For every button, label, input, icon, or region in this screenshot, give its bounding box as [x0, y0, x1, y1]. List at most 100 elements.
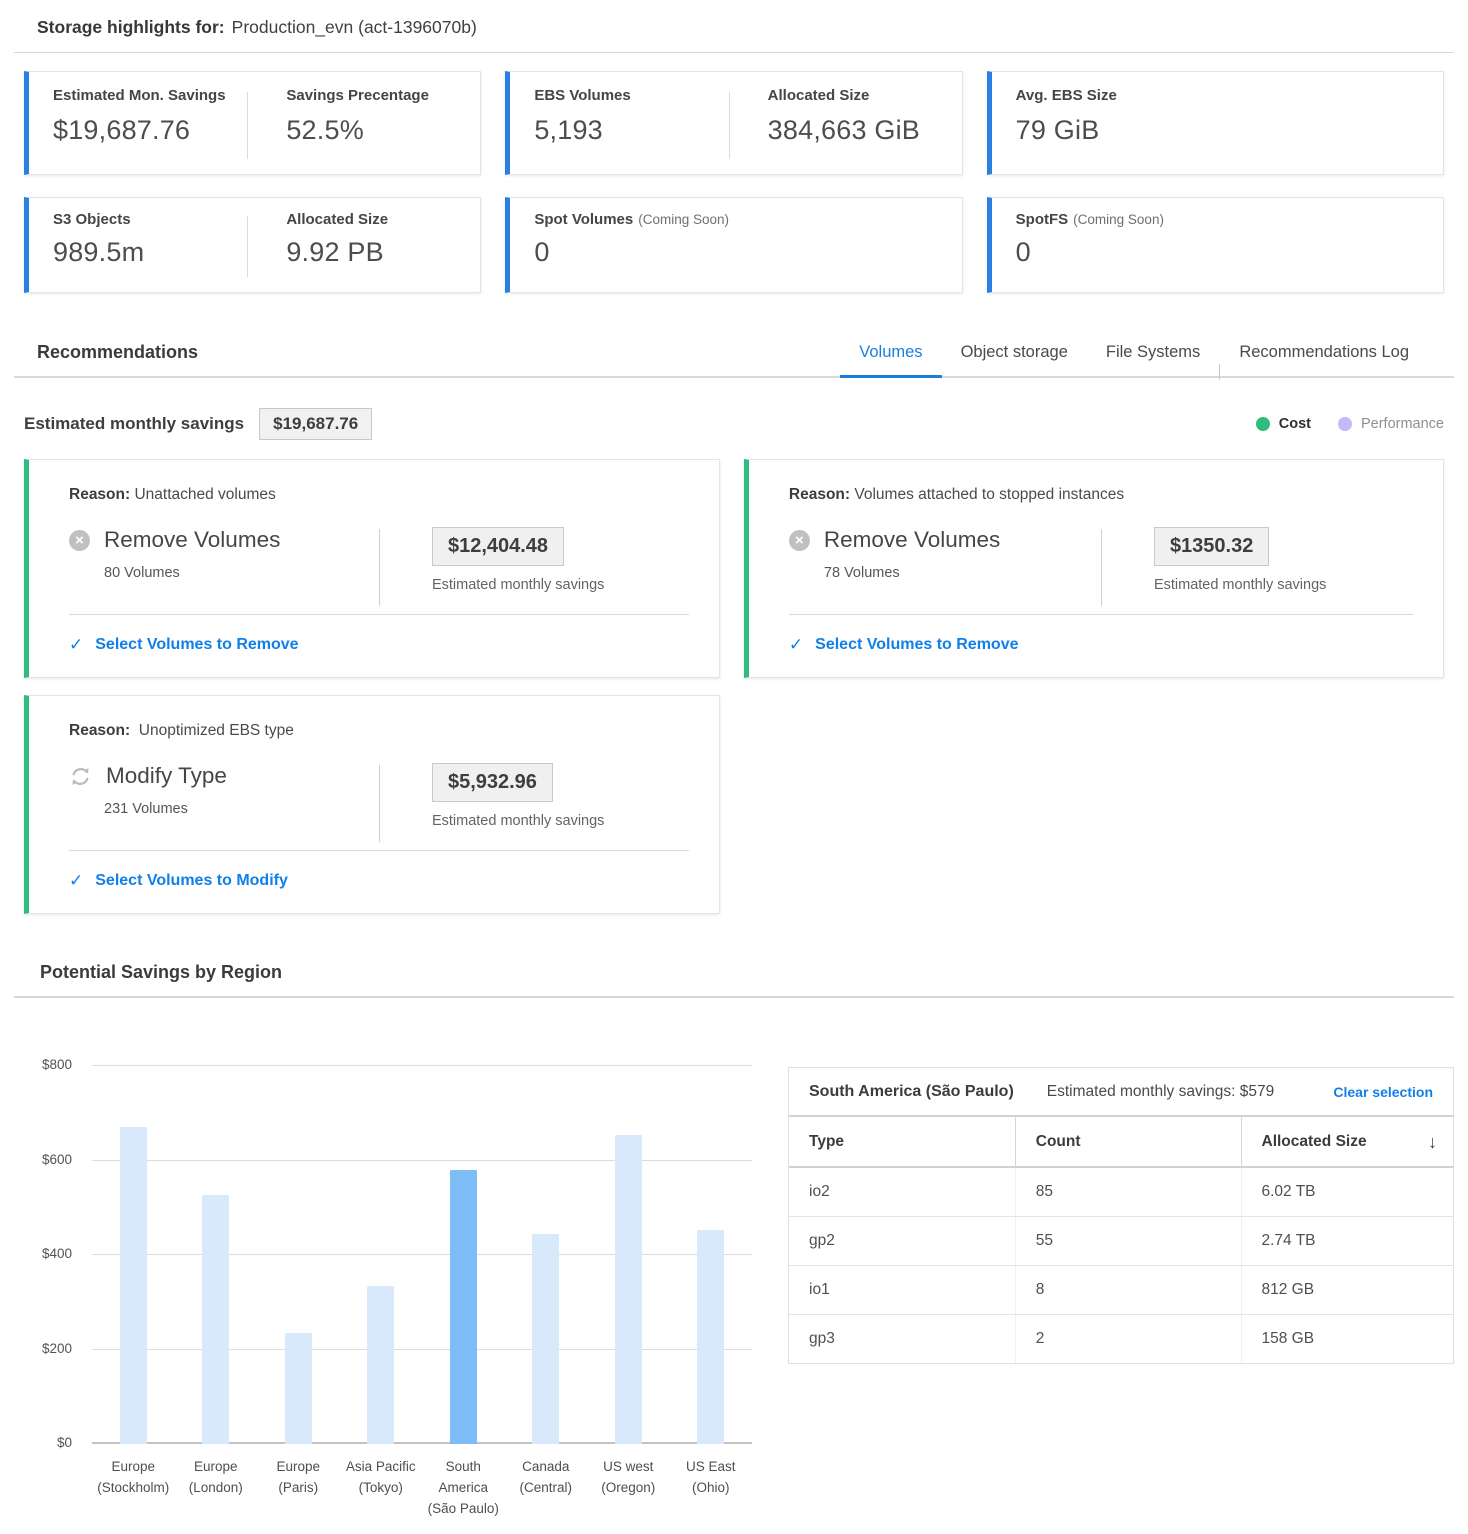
divider — [728, 92, 730, 159]
select-volumes-to-modify-link[interactable]: ✓ Select Volumes to Modify — [69, 871, 288, 890]
recommendation-card-stopped-instances: Reason: Volumes attached to stopped inst… — [743, 459, 1444, 678]
metric-label: Allocated Size — [767, 87, 870, 104]
metric: S3 Objects 989.5m — [53, 211, 247, 280]
highlight-cards: Estimated Mon. Savings $19,687.76 Saving… — [24, 71, 1444, 293]
clear-selection-link[interactable]: Clear selection — [1333, 1084, 1433, 1100]
action-title: Modify Type — [69, 763, 379, 789]
tab-divider — [1219, 364, 1221, 380]
recommendation-body: × Remove Volumes 78 Volumes $1350.32 Est… — [788, 527, 1413, 614]
region-bar[interactable] — [532, 1234, 560, 1444]
chart-x-axis: Europe (Stockholm) Europe (London) Europe (Pa… — [92, 1457, 752, 1520]
cell-allocated-size: 812 GB — [1240, 1266, 1453, 1314]
card-spot-volumes: Spot Volumes (Coming Soon) 0 — [505, 197, 963, 293]
volume-count: 78 Volumes — [823, 565, 900, 581]
metric-value: 0 — [1015, 237, 1031, 267]
cell-allocated-size: 2.74 TB — [1240, 1217, 1453, 1265]
action-title: × Remove Volumes — [69, 527, 379, 553]
cell-allocated-size: 158 GB — [1240, 1315, 1453, 1363]
region-section-body: Europe (Stockholm) Europe (London) Europe (Pa… — [14, 998, 1454, 1520]
cell-count: 2 — [1014, 1315, 1241, 1363]
tab-object-storage[interactable]: Object storage — [960, 343, 1068, 361]
region-bar[interactable] — [367, 1286, 395, 1444]
region-section-header: Potential Savings by Region — [14, 962, 1454, 998]
recommendation-card-unoptimized-type: Reason: Unoptimized EBS type Modify Type — [24, 695, 720, 914]
savings-amount-badge: $12,404.48 — [431, 527, 565, 566]
region-bar[interactable] — [119, 1127, 147, 1444]
divider — [69, 614, 689, 615]
remove-circle-icon: × — [788, 529, 810, 551]
metric-label: SpotFS (Coming Soon) — [1015, 211, 1164, 228]
column-header-type[interactable]: Type — [809, 1133, 845, 1150]
divider — [69, 850, 689, 851]
card-spotfs: SpotFS (Coming Soon) 0 — [986, 197, 1444, 293]
select-volumes-to-remove-link[interactable]: ✓ Select Volumes to Remove — [788, 635, 1019, 654]
column-header-allocated-size[interactable]: Allocated Size ↓ — [1240, 1117, 1453, 1166]
recommendations-title: Recommendations — [37, 342, 199, 362]
tab-file-systems[interactable]: File Systems — [1105, 343, 1201, 361]
x-axis-label: Europe (Stockholm) — [97, 1459, 170, 1495]
cost-legend-dot — [1255, 417, 1270, 431]
y-axis-tick: $0 — [56, 1435, 72, 1450]
cell-type: io1 — [809, 1281, 830, 1298]
region-bar[interactable] — [614, 1135, 642, 1444]
bar-slot — [92, 1127, 175, 1444]
divider — [378, 765, 380, 842]
metric-value: 79 GiB — [1015, 115, 1100, 145]
recommendation-body: Modify Type 231 Volumes $5,932.96 Estima… — [69, 763, 689, 850]
metric: Estimated Mon. Savings $19,687.76 — [53, 87, 247, 162]
table-row: gp3 2 158 GB — [789, 1315, 1453, 1363]
metric-label: Estimated Mon. Savings — [53, 87, 226, 104]
gridline — [92, 1159, 752, 1161]
savings-value-badge: $19,687.76 — [259, 408, 373, 440]
metric: Spot Volumes (Coming Soon) 0 — [534, 211, 939, 280]
table-column-headers: Type Count Allocated Size ↓ — [789, 1117, 1453, 1168]
divider — [247, 92, 249, 159]
recommendations-header: Recommendations Volumes Object storage F… — [14, 342, 1454, 380]
x-axis-label: South America (São Paulo) — [427, 1459, 499, 1516]
metric-label: Spot Volumes (Coming Soon) — [534, 211, 730, 228]
metric-value: 384,663 GiB — [767, 115, 920, 145]
remove-circle-icon: × — [69, 529, 90, 551]
metric-value: 989.5m — [53, 237, 145, 267]
tab-volumes[interactable]: Volumes — [840, 343, 942, 378]
coming-soon-note: (Coming Soon) — [1073, 212, 1164, 227]
sort-desc-icon[interactable]: ↓ — [1427, 1132, 1437, 1152]
check-icon: ✓ — [788, 635, 804, 654]
metric: Allocated Size 9.92 PB — [248, 211, 458, 280]
region-bar[interactable] — [697, 1229, 725, 1444]
bar-slot — [587, 1135, 670, 1444]
reason-line: Reason: Unattached volumes — [69, 486, 276, 503]
coming-soon-note: (Coming Soon) — [638, 212, 730, 227]
bar-slot — [257, 1332, 340, 1444]
metric: EBS Volumes 5,193 — [534, 87, 728, 162]
bar-slot — [340, 1286, 423, 1444]
cell-type: io2 — [809, 1183, 830, 1200]
chart-plot — [92, 1065, 752, 1444]
check-icon: ✓ — [69, 871, 84, 890]
tab-recommendations-log[interactable]: Recommendations Log — [1239, 343, 1409, 361]
legend-item-performance: Performance — [1337, 416, 1444, 432]
region-bar[interactable] — [202, 1194, 230, 1444]
x-axis-label: US west (Oregon) — [601, 1459, 656, 1495]
y-axis-tick: $600 — [41, 1151, 72, 1167]
region-bar[interactable] — [449, 1170, 477, 1444]
reason-line: Reason: Unoptimized EBS type — [69, 722, 294, 739]
modify-cycle-icon — [72, 767, 89, 785]
y-axis-tick: $400 — [41, 1246, 72, 1261]
cell-type: gp3 — [809, 1330, 835, 1347]
region-detail-table: South America (São Paulo) Estimated mont… — [788, 1067, 1454, 1364]
column-header-count[interactable]: Count — [1014, 1117, 1241, 1166]
table-row: io1 8 812 GB — [789, 1266, 1453, 1315]
bar-slot — [422, 1170, 505, 1444]
divider — [1100, 529, 1102, 606]
divider — [378, 529, 380, 606]
metric-value: 52.5% — [286, 115, 364, 145]
savings-summary-row: Estimated monthly savings $19,687.76 Cos… — [24, 408, 1444, 440]
metric-label: S3 Objects — [53, 211, 131, 228]
metric-label: Allocated Size — [286, 211, 389, 228]
cell-count: 8 — [1014, 1266, 1241, 1314]
check-icon: ✓ — [69, 635, 84, 654]
savings-by-region-chart: Europe (Stockholm) Europe (London) Europe (Pa… — [14, 998, 758, 1520]
select-volumes-to-remove-link[interactable]: ✓ Select Volumes to Remove — [69, 635, 299, 654]
region-bar[interactable] — [284, 1332, 312, 1444]
